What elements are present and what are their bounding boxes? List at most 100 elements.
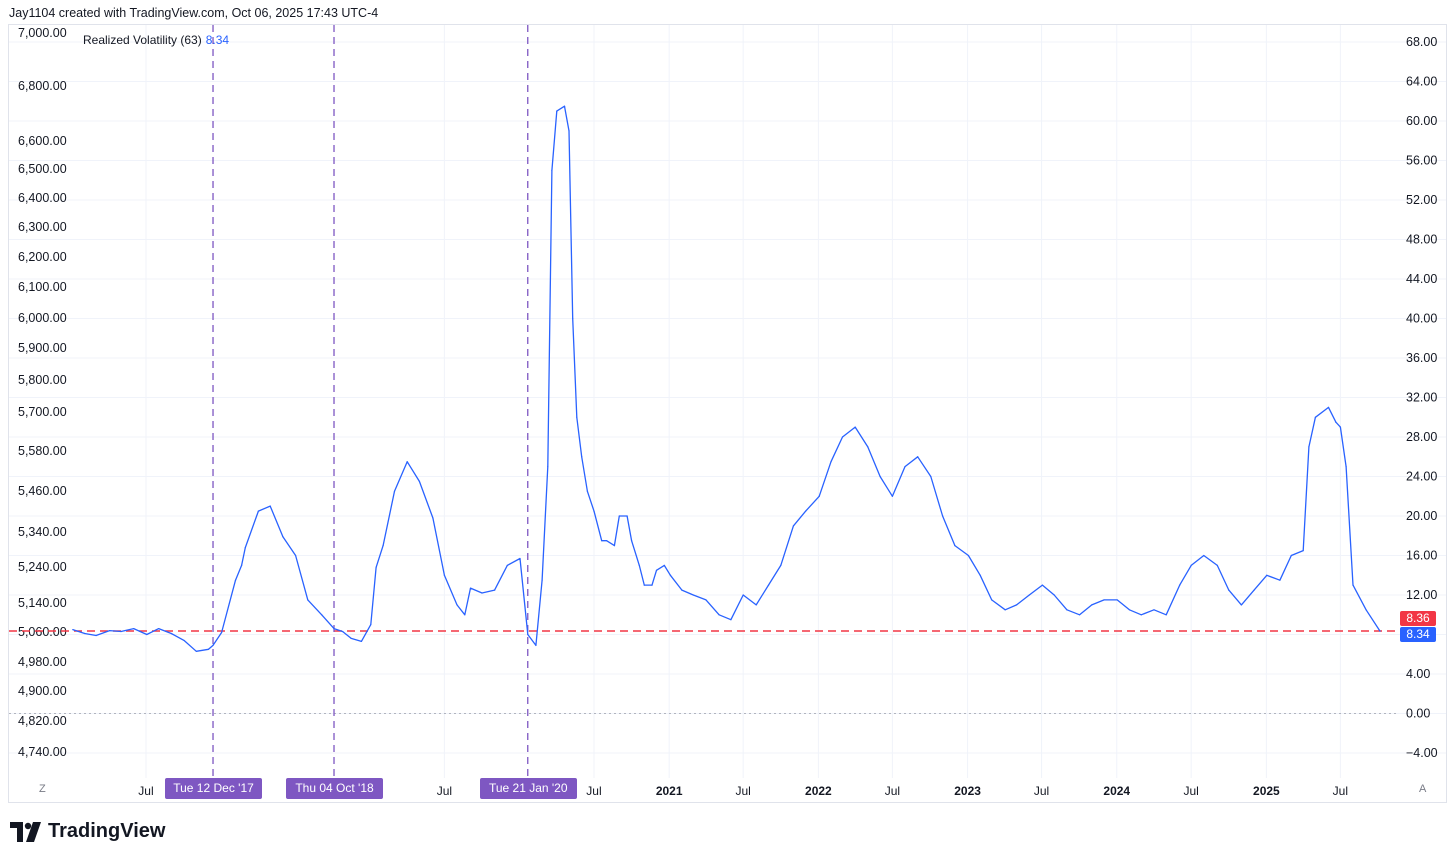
- volatility-data-point: [195, 650, 197, 652]
- volatility-data-point: [1091, 604, 1093, 606]
- volatility-data-point: [1165, 614, 1167, 616]
- volatility-data-point: [1153, 609, 1155, 611]
- axis-scale-toggle-right[interactable]: A: [1419, 783, 1427, 795]
- volatility-data-point: [1266, 574, 1268, 576]
- right-axis-tick: 44.00: [1406, 272, 1437, 286]
- volatility-data-point: [294, 554, 297, 557]
- volatility-data-point: [133, 627, 135, 630]
- volatility-data-point: [456, 604, 458, 606]
- right-axis-tick: 52.00: [1406, 193, 1437, 207]
- right-axis-tick: 60.00: [1406, 114, 1437, 128]
- volatility-data-point: [601, 540, 603, 542]
- volatility-data-point: [1190, 564, 1192, 566]
- x-axis-tick: Jul: [586, 784, 601, 798]
- right-axis-tick: 12.00: [1406, 588, 1437, 602]
- volatility-data-point: [630, 540, 633, 542]
- volatility-data-point: [904, 466, 906, 468]
- level-price-label: 8.36: [1400, 611, 1436, 626]
- right-axis-tick: 56.00: [1406, 154, 1437, 168]
- volatility-data-point: [241, 564, 243, 566]
- volatility-data-point: [669, 574, 672, 576]
- left-axis-tick: 6,400.00: [18, 191, 67, 205]
- volatility-data-point: [1053, 594, 1055, 596]
- volatility-data-point: [1216, 564, 1218, 566]
- left-axis-tick: 5,340.00: [18, 525, 67, 539]
- volatility-data-point: [282, 536, 284, 538]
- left-axis-tick: 5,900.00: [18, 341, 67, 355]
- volatility-data-point: [109, 629, 111, 632]
- x-axis-tick: 2025: [1253, 784, 1280, 798]
- volatility-data-point: [360, 640, 362, 643]
- volatility-data-point: [655, 569, 658, 571]
- volatility-data-point: [333, 627, 335, 630]
- x-axis-tick: Jul: [735, 784, 750, 798]
- volatility-data-point: [443, 574, 445, 576]
- volatility-data-point: [593, 510, 595, 512]
- volatility-data-point: [432, 517, 434, 519]
- left-axis-tick: 4,740.00: [18, 745, 67, 759]
- right-axis-tick: 20.00: [1406, 509, 1437, 523]
- left-axis-tick: 6,000.00: [18, 311, 67, 325]
- volatility-data-point: [1203, 554, 1205, 557]
- left-axis-tick: 6,100.00: [18, 280, 67, 294]
- volatility-data-point: [221, 631, 223, 634]
- volatility-data-point: [120, 630, 122, 633]
- volatility-data-point: [506, 564, 508, 566]
- volatility-data-point: [942, 515, 944, 517]
- volatility-data-point: [917, 456, 919, 458]
- vertical-marker-date-flag[interactable]: Tue 12 Dec '17: [165, 778, 263, 799]
- volatility-data-point: [494, 589, 496, 591]
- left-axis-tick: 5,460.00: [18, 484, 67, 498]
- left-axis-tick: 6,300.00: [18, 220, 67, 234]
- left-axis-tick: 7,000.00: [18, 26, 67, 40]
- volatility-data-point: [755, 604, 757, 606]
- volatility-data-point: [350, 637, 352, 640]
- right-axis-tick: 68.00: [1406, 35, 1437, 49]
- vertical-marker-date-flag[interactable]: Thu 04 Oct '18: [286, 778, 383, 799]
- right-axis-tick: 48.00: [1406, 233, 1437, 247]
- volatility-data-point: [867, 446, 869, 448]
- axis-scale-toggle-left[interactable]: Z: [39, 783, 46, 795]
- volatility-data-point: [930, 475, 932, 478]
- left-axis-tick: 4,900.00: [18, 684, 67, 698]
- volatility-data-point: [464, 614, 466, 616]
- volatility-data-point: [341, 630, 344, 633]
- volatility-data-point: [158, 627, 160, 630]
- volatility-data-point: [576, 416, 578, 418]
- volatility-data-point: [613, 545, 616, 547]
- volatility-data-point: [818, 495, 820, 497]
- right-axis-tick: 32.00: [1406, 391, 1437, 405]
- left-axis-tick: 5,060.00: [18, 625, 67, 639]
- volatility-series-line: [72, 105, 1381, 652]
- volatility-data-point: [1016, 604, 1018, 606]
- volatility-data-point: [212, 644, 214, 646]
- volatility-data-point: [1314, 416, 1317, 418]
- x-axis-tick: Jul: [138, 784, 153, 798]
- volatility-data-point: [1066, 609, 1068, 611]
- vertical-marker-date-flag[interactable]: Tue 21 Jan '20: [479, 778, 577, 799]
- indicator-legend[interactable]: Realized Volatility (63) 8.34: [83, 33, 229, 47]
- volatility-data-point: [1179, 584, 1181, 586]
- volatility-data-point: [375, 566, 377, 568]
- volatility-data-point: [563, 105, 566, 107]
- indicator-name: Realized Volatility (63): [83, 33, 202, 47]
- volatility-data-point: [370, 624, 372, 626]
- volatility-data-point: [891, 495, 893, 497]
- volatility-data-point: [572, 317, 574, 320]
- right-axis-tick: 28.00: [1406, 430, 1437, 444]
- right-axis-tick: 40.00: [1406, 312, 1437, 326]
- volatility-data-point: [207, 648, 210, 650]
- volatility-data-point: [234, 579, 237, 581]
- volatility-data-point: [183, 639, 185, 642]
- tradingview-logo[interactable]: TradingView: [10, 820, 165, 843]
- volatility-data-point: [618, 515, 620, 517]
- volatility-data-point: [638, 564, 640, 566]
- volatility-data-point: [651, 584, 653, 586]
- volatility-data-point: [269, 505, 271, 507]
- left-axis-tick: 5,800.00: [18, 373, 67, 387]
- volatility-data-point: [481, 592, 483, 594]
- x-axis-tick: Jul: [1183, 784, 1198, 798]
- volatility-data-point: [1004, 609, 1006, 611]
- volatility-data-point: [954, 545, 956, 547]
